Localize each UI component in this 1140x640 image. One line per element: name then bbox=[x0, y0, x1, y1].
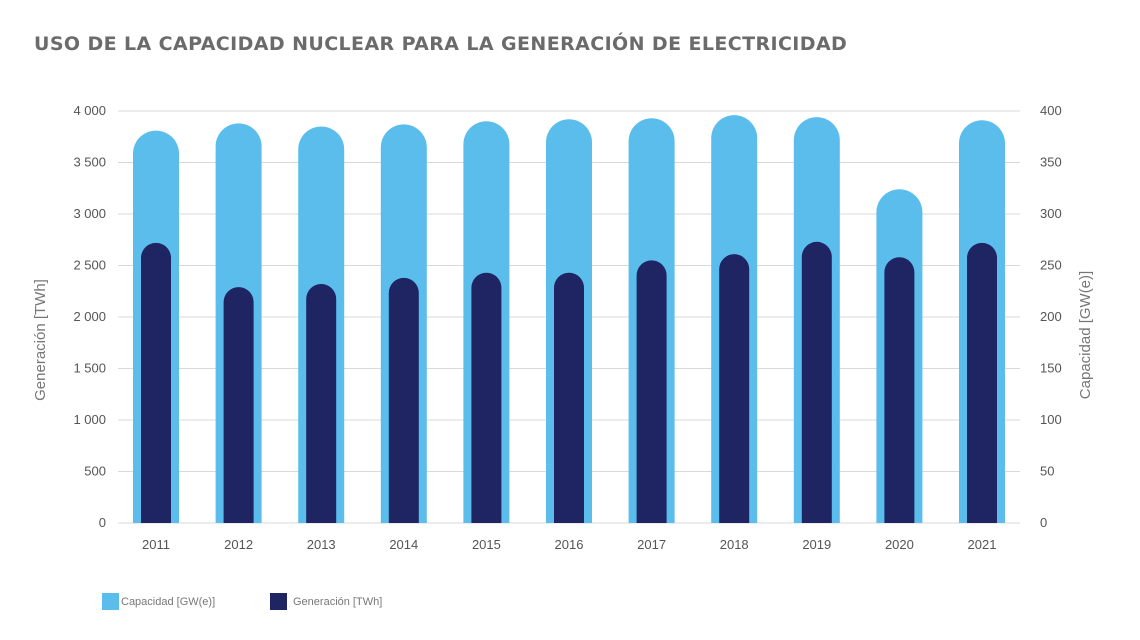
x-tick-label: 2014 bbox=[389, 537, 418, 552]
y-tick-left: 1 500 bbox=[73, 361, 106, 376]
y-axis-label-right: Capacidad [GW(e)] bbox=[1077, 271, 1094, 399]
bar-generacion-2021 bbox=[967, 242, 997, 523]
bar-generacion-2013 bbox=[306, 284, 337, 523]
y-tick-right: 300 bbox=[1040, 206, 1062, 221]
tick-labels: 4 000 400 3 500 350 3 000 300 2 500 250 2 000 200… bbox=[73, 103, 1061, 552]
bar-generacion-2019 bbox=[801, 241, 832, 523]
y-tick-left: 3 500 bbox=[73, 155, 106, 170]
x-tick-label: 2016 bbox=[555, 537, 584, 552]
y-tick-left: 0 bbox=[99, 515, 106, 530]
y-tick-right: 50 bbox=[1040, 464, 1054, 479]
x-tick-label: 2019 bbox=[802, 537, 831, 552]
x-tick-label: 2013 bbox=[307, 537, 336, 552]
legend-item-capacidad: Capacidad [GW(e)] bbox=[102, 593, 215, 610]
bar-generacion-2016 bbox=[554, 272, 584, 523]
y-tick-left: 1 000 bbox=[73, 412, 106, 427]
chart-title: USO DE LA CAPACIDAD NUCLEAR PARA LA GENE… bbox=[34, 33, 848, 55]
bar-generacion-2014 bbox=[388, 277, 419, 523]
bar-generacion-2018 bbox=[719, 254, 750, 523]
x-tick-label: 2015 bbox=[472, 537, 501, 552]
x-tick-label: 2018 bbox=[720, 537, 749, 552]
y-tick-left: 4 000 bbox=[73, 103, 106, 118]
y-tick-right: 150 bbox=[1040, 361, 1062, 376]
bar-generacion-2015 bbox=[471, 272, 502, 523]
y-tick-left: 2 500 bbox=[73, 258, 106, 273]
y-tick-right: 100 bbox=[1040, 412, 1062, 427]
bar-generacion-2020 bbox=[884, 257, 915, 523]
bar-generacion-2012 bbox=[223, 287, 254, 523]
legend-swatch-generacion bbox=[270, 593, 287, 610]
legend-item-generacion: Generación [TWh] bbox=[270, 593, 382, 610]
x-tick-label: 2021 bbox=[968, 537, 997, 552]
y-tick-right: 0 bbox=[1040, 515, 1047, 530]
legend-swatch-capacidad bbox=[102, 593, 119, 610]
y-tick-right: 200 bbox=[1040, 309, 1062, 324]
y-tick-right: 400 bbox=[1040, 103, 1062, 118]
legend-label-generacion: Generación [TWh] bbox=[293, 595, 383, 608]
bar-generacion-2017 bbox=[636, 260, 667, 523]
legend-label-capacidad: Capacidad [GW(e)] bbox=[121, 595, 216, 608]
bar-generacion-2011 bbox=[141, 242, 171, 523]
x-tick-label: 2011 bbox=[142, 537, 170, 552]
y-axis-label-left: Generación [TWh] bbox=[32, 279, 49, 401]
y-tick-left: 3 000 bbox=[73, 206, 106, 221]
y-tick-left: 500 bbox=[84, 464, 106, 479]
x-tick-label: 2017 bbox=[637, 537, 666, 552]
y-tick-left: 2 000 bbox=[73, 309, 106, 324]
y-tick-right: 350 bbox=[1040, 155, 1062, 170]
x-tick-label: 2020 bbox=[885, 537, 914, 552]
x-tick-label: 2012 bbox=[224, 537, 253, 552]
bars bbox=[133, 115, 1005, 524]
y-tick-right: 250 bbox=[1040, 258, 1062, 273]
